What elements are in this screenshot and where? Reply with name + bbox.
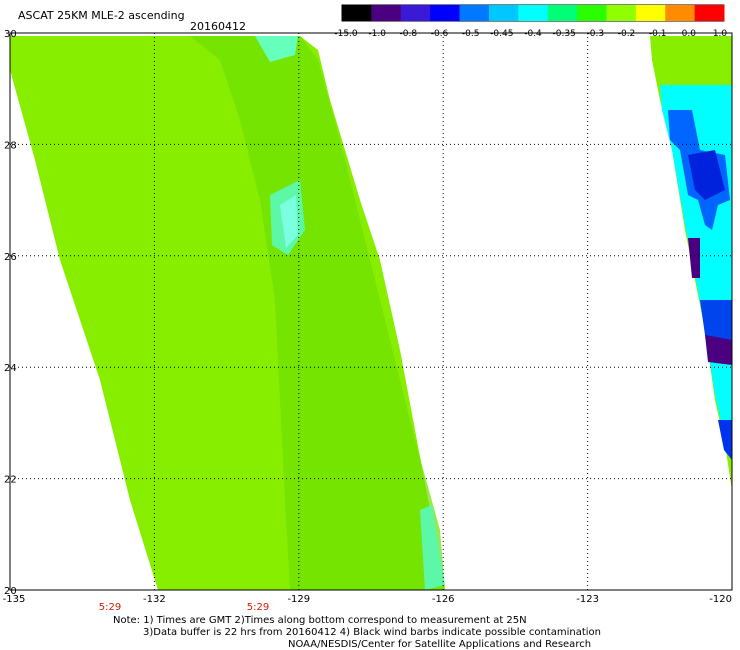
lat-tick-label: 20 bbox=[4, 586, 17, 597]
colorbar-cell bbox=[518, 5, 549, 21]
colorbar-label: 0.0 bbox=[682, 29, 697, 39]
plot-area: -135 -132 -129 -126 -123 -120 30 28 26 24 22 20 5:2… bbox=[3, 29, 733, 613]
colorbar-label: -1.0 bbox=[368, 29, 386, 39]
colorbar-cell bbox=[342, 5, 372, 21]
lon-tick-label: -132 bbox=[143, 594, 166, 605]
right-swath-purple-2 bbox=[688, 238, 700, 278]
colorbar: -15.0 -1.0 -0.8 -0.6 -0.5 -0.45 -0.4 -0.35 -0.3 -… bbox=[334, 4, 728, 39]
colorbar-label: 1.0 bbox=[713, 29, 728, 39]
lon-tick-label: -123 bbox=[576, 594, 599, 605]
colorbar-label: -0.8 bbox=[400, 29, 418, 39]
colorbar-label: -0.1 bbox=[649, 29, 667, 39]
lat-tick-label: 26 bbox=[4, 252, 17, 263]
colorbar-label: -0.3 bbox=[587, 29, 605, 39]
note-line-1: Note: 1) Times are GMT 2)Times along bot… bbox=[113, 615, 527, 626]
colorbar-cell bbox=[694, 5, 725, 21]
lat-tick-label: 30 bbox=[4, 29, 17, 40]
plot-frame bbox=[9, 32, 733, 591]
colorbar-cell bbox=[635, 5, 666, 21]
colorbar-label: -15.0 bbox=[334, 29, 358, 39]
colorbar-cell bbox=[400, 5, 431, 21]
map-date: 20160412 bbox=[190, 20, 246, 33]
colorbar-cell bbox=[665, 5, 696, 21]
right-swath-darkblue bbox=[688, 150, 725, 200]
colorbar-label: -0.2 bbox=[618, 29, 636, 39]
colorbar-cell bbox=[547, 5, 578, 21]
gridlines bbox=[10, 33, 732, 590]
lat-tick-label: 22 bbox=[4, 475, 17, 486]
map-title: ASCAT 25KM MLE-2 ascending bbox=[18, 9, 185, 22]
colorbar-label: -0.6 bbox=[431, 29, 449, 39]
colorbar-cell bbox=[430, 5, 461, 21]
right-swath-purple bbox=[705, 335, 732, 365]
colorbar-label: -0.5 bbox=[462, 29, 480, 39]
lat-tick-label: 24 bbox=[4, 363, 17, 374]
left-swath-dark-band bbox=[190, 36, 445, 590]
colorbar-cell bbox=[371, 5, 402, 21]
colorbar-label: -0.4 bbox=[524, 29, 542, 39]
lat-tick-label: 28 bbox=[4, 140, 17, 151]
colorbar-label: -0.35 bbox=[553, 29, 576, 39]
colorbar-cell bbox=[488, 5, 519, 21]
lon-tick-label: -135 bbox=[3, 594, 26, 605]
lon-tick-label: -120 bbox=[709, 594, 732, 605]
left-swath-cyan-core bbox=[280, 195, 298, 248]
note-line-3: NOAA/NESDIS/Center for Satellite Applica… bbox=[288, 639, 592, 650]
pass-time-label: 5:29 bbox=[99, 602, 121, 613]
colorbar-cell bbox=[577, 5, 607, 21]
lon-tick-label: -126 bbox=[432, 594, 455, 605]
left-swath-cyan-bottom bbox=[420, 505, 445, 590]
note-line-2: 3)Data buffer is 22 hrs from 20160412 4)… bbox=[143, 627, 601, 638]
colorbar-cell bbox=[606, 5, 637, 21]
pass-time-label: 5:29 bbox=[247, 602, 269, 613]
colorbar-cell bbox=[459, 5, 490, 21]
colorbar-label: -0.45 bbox=[490, 29, 513, 39]
left-swath-cyan-patch-top bbox=[255, 36, 298, 62]
right-swath-blue-bottom bbox=[718, 420, 732, 460]
lon-tick-label: -129 bbox=[287, 594, 310, 605]
